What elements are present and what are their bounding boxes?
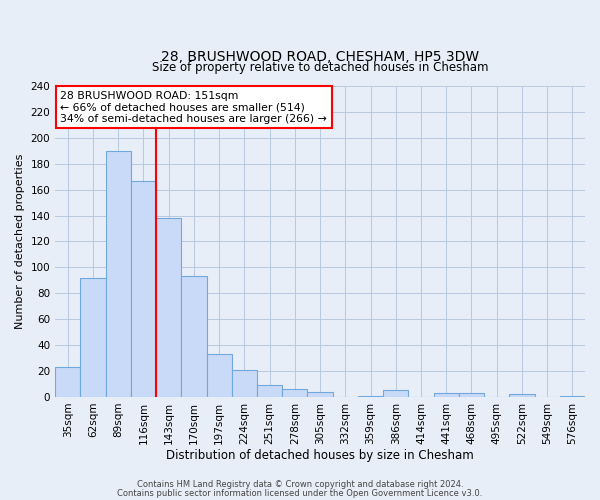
Bar: [509, 394, 535, 397]
Bar: [434, 393, 459, 397]
Bar: [206, 354, 232, 397]
Bar: [181, 276, 206, 397]
Bar: [307, 392, 332, 397]
Text: Contains public sector information licensed under the Open Government Licence v3: Contains public sector information licen…: [118, 488, 482, 498]
Bar: [459, 393, 484, 397]
Bar: [55, 367, 80, 397]
Bar: [383, 390, 409, 397]
Bar: [106, 151, 131, 397]
Text: 28 BRUSHWOOD ROAD: 151sqm
← 66% of detached houses are smaller (514)
34% of semi: 28 BRUSHWOOD ROAD: 151sqm ← 66% of detac…: [61, 90, 327, 124]
Bar: [560, 396, 585, 397]
Text: Contains HM Land Registry data © Crown copyright and database right 2024.: Contains HM Land Registry data © Crown c…: [137, 480, 463, 489]
X-axis label: Distribution of detached houses by size in Chesham: Distribution of detached houses by size …: [166, 450, 474, 462]
Bar: [156, 218, 181, 397]
Bar: [131, 180, 156, 397]
Bar: [257, 386, 282, 397]
Title: 28, BRUSHWOOD ROAD, CHESHAM, HP5 3DW: 28, BRUSHWOOD ROAD, CHESHAM, HP5 3DW: [161, 50, 479, 64]
Bar: [282, 389, 307, 397]
Bar: [358, 396, 383, 397]
Bar: [80, 278, 106, 397]
Text: Size of property relative to detached houses in Chesham: Size of property relative to detached ho…: [152, 60, 488, 74]
Y-axis label: Number of detached properties: Number of detached properties: [15, 154, 25, 329]
Bar: [232, 370, 257, 397]
